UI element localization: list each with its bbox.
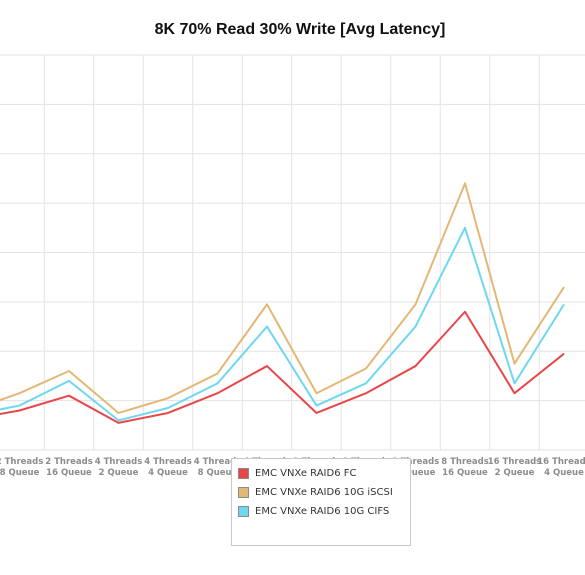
x-tick-label: 16 Threads 2 Queue [488, 457, 541, 478]
legend-label-iscsi: EMC VNXe RAID6 10G iSCSI [255, 486, 393, 498]
x-tick-label: 4 Threads 2 Queue [95, 457, 143, 478]
x-tick-label: 2 Threads 16 Queue [45, 457, 93, 478]
x-tick-label: 8 Threads 8 Queue [392, 457, 440, 478]
series-lines [0, 182, 565, 424]
legend-item-iscsi: EMC VNXe RAID6 10G iSCSI [238, 483, 410, 501]
legend-item-fc: EMC VNXe RAID6 FC [238, 464, 410, 482]
legend-item-cifs: EMC VNXe RAID6 10G CIFS [238, 502, 410, 520]
legend-swatch-iscsi [238, 486, 249, 498]
legend-label-cifs: EMC VNXe RAID6 10G CIFS [255, 505, 390, 517]
legend-label-fc: EMC VNXe RAID6 FC [255, 467, 357, 479]
legend-swatch-cifs [238, 505, 249, 517]
x-tick-label: 8 Threads 16 Queue [441, 457, 489, 478]
x-tick-label: 4 Threads 8 Queue [194, 457, 242, 478]
x-tick-label: 2 Threads 8 Queue [0, 457, 43, 478]
x-tick-label: 4 Threads 4 Queue [144, 457, 192, 478]
series-line-2 [0, 226, 565, 422]
chart-title: 8K 70% Read 30% Write [Avg Latency] [155, 21, 446, 38]
grid [0, 54, 585, 451]
series-line-1 [0, 182, 565, 414]
legend-swatch-fc [238, 467, 249, 479]
legend: EMC VNXe RAID6 FC EMC VNXe RAID6 10G iSC… [231, 458, 411, 546]
series-line-0 [0, 310, 565, 424]
